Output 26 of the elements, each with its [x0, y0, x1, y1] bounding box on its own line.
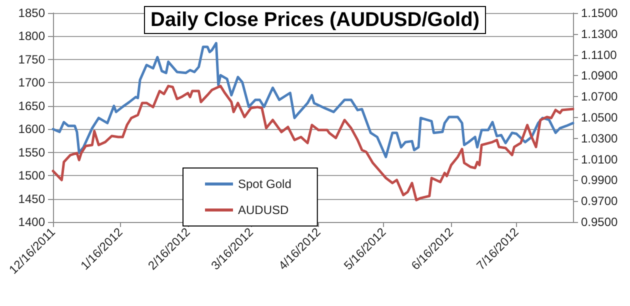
y-tick-label: 1500: [18, 168, 46, 183]
y2-tick-label: 1.0900: [581, 68, 618, 83]
line-series: [52, 84, 574, 202]
y2-tick-label: 0.9700: [581, 194, 618, 208]
line-series: [52, 42, 574, 158]
y2-tick-label: 1.0500: [581, 110, 618, 124]
legend-label: Spot Gold: [238, 177, 292, 191]
y2-tick-label: 1.1300: [581, 26, 618, 41]
y-tick-label: 1700: [18, 76, 46, 90]
y-tick-label: 1850: [18, 6, 46, 20]
y-tick-label: 1650: [18, 98, 46, 113]
y-tick-label: 1600: [18, 122, 46, 136]
y-tick-label: 1800: [18, 29, 46, 44]
y2-tick-label: 1.1500: [581, 6, 618, 20]
legend-label: AUDUSD: [238, 203, 290, 217]
y-tick-label: 1550: [18, 145, 46, 160]
y-tick-label: 1400: [18, 215, 46, 229]
y-tick-label: 1450: [18, 192, 46, 206]
y2-tick-label: 1.1100: [581, 48, 618, 62]
y2-tick-label: 0.9900: [581, 173, 618, 188]
y-tick-label: 1750: [18, 52, 46, 66]
y2-tick-label: 1.0100: [581, 152, 618, 166]
y2-tick-label: 1.0300: [581, 131, 618, 146]
y2-tick-label: 0.9500: [581, 215, 618, 229]
chart-title: Daily Close Prices (AUDUSD/Gold): [150, 9, 480, 31]
y2-tick-label: 1.0700: [581, 90, 618, 104]
